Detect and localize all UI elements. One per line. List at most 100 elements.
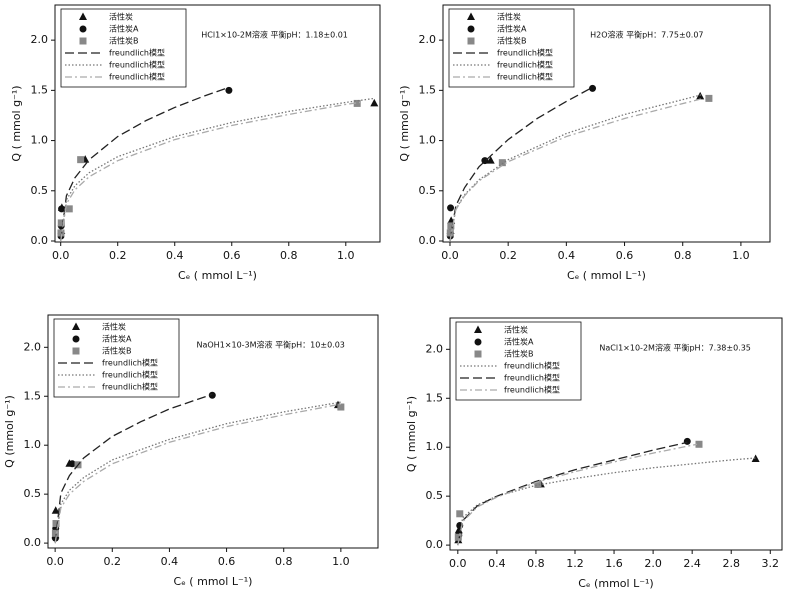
x-tick-label: 1.6 — [605, 557, 623, 570]
x-tick-label: 0.0 — [46, 555, 64, 568]
legend-label: freundlich模型 — [504, 373, 560, 383]
legend-symbol — [72, 347, 80, 355]
model-line — [54, 403, 341, 544]
legend-label: freundlich模型 — [504, 385, 560, 395]
x-tick-label: 0.0 — [441, 249, 459, 262]
point — [370, 98, 379, 107]
legend-symbol — [467, 37, 475, 45]
point — [589, 84, 597, 92]
y-tick-label: 0.5 — [31, 184, 49, 197]
plot-frame — [54, 4, 381, 243]
legend-label: freundlich模型 — [504, 361, 560, 371]
x-tick-label: 0.4 — [558, 249, 576, 262]
x-tick-label: 2.8 — [722, 557, 740, 570]
y-tick-label: 0.5 — [426, 489, 444, 502]
legend-label: 活性炭B — [102, 346, 132, 356]
point — [57, 219, 65, 227]
point — [447, 204, 455, 212]
legend-label: 活性炭 — [497, 12, 521, 22]
y-axis-label: Q ( mmol g⁻¹) — [398, 85, 411, 161]
annotation: HCl1×10-2M溶液 平衡pH：1.18±0.01 — [201, 30, 348, 40]
y-tick-label: 0.0 — [24, 536, 42, 549]
x-tick-label: 0.2 — [104, 555, 122, 568]
x-axis-label: Cₑ (mmol L⁻¹) — [578, 577, 653, 590]
point — [446, 229, 454, 237]
annotation: NaOH1×10-3M溶液 平衡pH：10±0.03 — [197, 340, 345, 350]
legend-label: 活性炭B — [109, 36, 139, 46]
legend-label: 活性炭 — [109, 12, 133, 22]
x-tick-label: 0.8 — [280, 249, 298, 262]
point — [52, 520, 60, 528]
point — [498, 159, 506, 167]
x-axis-label: Cₑ ( mmol L⁻¹) — [174, 575, 253, 588]
point — [486, 156, 495, 164]
x-tick-label: 0.2 — [499, 249, 517, 262]
legend-label: 活性炭 — [102, 322, 126, 332]
legend-label: freundlich模型 — [109, 48, 165, 58]
x-tick-label: 0.0 — [449, 557, 467, 570]
legend-symbol — [474, 338, 482, 346]
y-tick-label: 1.5 — [24, 389, 42, 402]
x-tick-label: 0.2 — [109, 249, 127, 262]
y-axis-label: Q ( mmol g⁻¹) — [10, 85, 23, 161]
y-tick-label: 1.5 — [426, 391, 444, 404]
x-tick-label: 0.8 — [674, 249, 692, 262]
x-tick-label: 0.6 — [223, 249, 241, 262]
legend-label: freundlich模型 — [497, 48, 553, 58]
x-tick-label: 2.0 — [644, 557, 662, 570]
model-line — [54, 401, 341, 544]
x-tick-label: 1.0 — [332, 555, 350, 568]
y-tick-label: 2.0 — [426, 342, 444, 355]
legend-label: 活性炭B — [504, 349, 534, 359]
y-tick-label: 0.5 — [24, 487, 42, 500]
model-line — [60, 101, 361, 242]
annotation: H2O溶液 平衡pH：7.75±0.07 — [590, 30, 703, 40]
legend-label: freundlich模型 — [109, 72, 165, 82]
point — [456, 510, 464, 518]
plot-frame — [442, 4, 771, 243]
model-line — [60, 97, 375, 242]
x-tick-label: 3.2 — [762, 557, 780, 570]
point — [353, 99, 361, 107]
y-tick-label: 1.0 — [426, 440, 444, 453]
legend-label: 活性炭B — [497, 36, 527, 46]
y-tick-label: 2.0 — [24, 340, 42, 353]
legend-label: 活性炭A — [497, 24, 527, 34]
legend-label: freundlich模型 — [102, 382, 158, 392]
model-line — [457, 441, 688, 546]
legend-symbol — [467, 25, 475, 33]
x-tick-label: 0.0 — [52, 249, 70, 262]
x-tick-label: 1.0 — [337, 249, 355, 262]
y-tick-label: 1.5 — [31, 83, 49, 96]
y-tick-label: 1.0 — [24, 438, 42, 451]
x-tick-label: 1.0 — [732, 249, 750, 262]
legend-label: 活性炭A — [109, 24, 139, 34]
plot-frame — [47, 314, 379, 549]
legend-symbol — [72, 335, 80, 343]
point — [534, 480, 542, 488]
legend-symbol — [467, 12, 475, 20]
y-axis-label: Q ( mmol g⁻¹) — [405, 396, 418, 472]
annotation: NaCl1×10-2M溶液 平衡pH：7.38±0.35 — [599, 343, 751, 353]
legend-symbol — [79, 25, 87, 33]
legend-label: freundlich模型 — [497, 72, 553, 82]
point — [337, 403, 345, 411]
x-axis-label: Cₑ ( mmol L⁻¹) — [178, 269, 257, 282]
x-tick-label: 0.6 — [616, 249, 634, 262]
x-tick-label: 1.2 — [566, 557, 584, 570]
legend-symbol — [72, 322, 80, 330]
x-axis-label: Cₑ ( mmol L⁻¹) — [567, 269, 646, 282]
point — [77, 156, 85, 164]
legend-label: 活性炭 — [504, 325, 528, 335]
point — [208, 391, 216, 399]
x-tick-label: 0.8 — [527, 557, 545, 570]
legend-symbol — [474, 350, 482, 358]
legend-label: 活性炭A — [102, 334, 132, 344]
y-tick-label: 0.0 — [419, 234, 437, 247]
legend-label: freundlich模型 — [102, 370, 158, 380]
x-tick-label: 2.4 — [683, 557, 701, 570]
y-tick-label: 0.5 — [419, 184, 437, 197]
point — [683, 437, 691, 445]
legend-label: 活性炭A — [504, 337, 534, 347]
